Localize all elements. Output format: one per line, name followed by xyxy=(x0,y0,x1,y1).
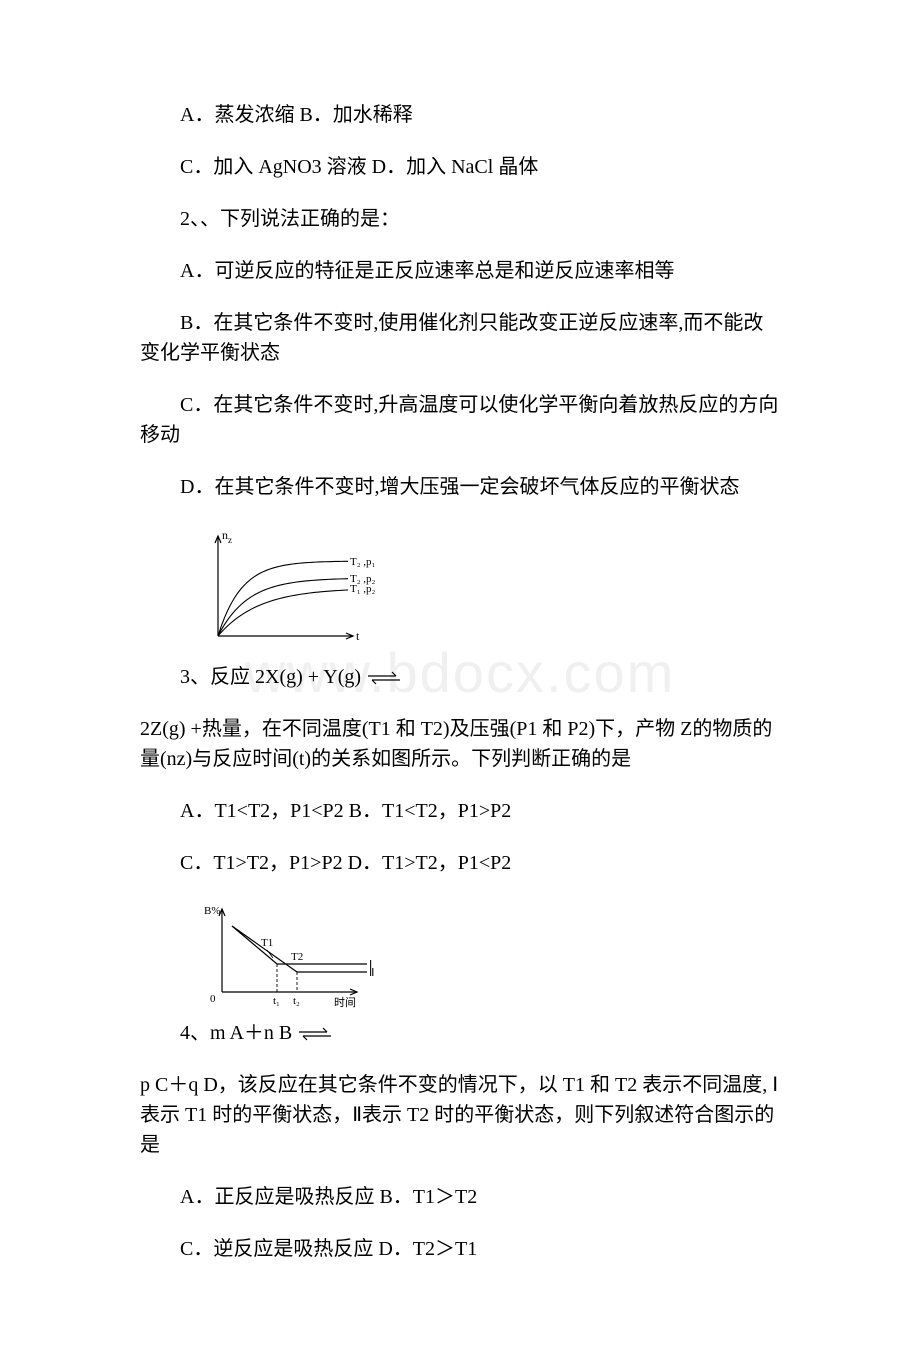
svg-text:Ⅱ: Ⅱ xyxy=(369,967,374,979)
q2-option-b: B．在其它条件不变时,使用催化剂只能改变正逆反应速率,而不能改变化学平衡状态 xyxy=(140,308,780,368)
svg-text:T₁ ,p₂: T₁ ,p₂ xyxy=(350,583,376,595)
q4-option-c: C．逆反应是吸热反应 D．T2＞T1 xyxy=(140,1234,780,1264)
svg-text:时间: 时间 xyxy=(334,996,356,1009)
q4-option-a: A．正反应是吸热反应 B．T1＞T2 xyxy=(140,1182,780,1212)
q4-chart: B%0时间T1ⅠT2Ⅱt₁t₂ xyxy=(200,900,380,1010)
q3-option-a: A．T1<T2，P1<P2 B．T1<T2，P1>P2 xyxy=(140,796,780,826)
document-content: A．蒸发浓缩 B．加水稀释 C．加入 AgNO3 溶液 D．加入 NaCl 晶体… xyxy=(140,100,780,1264)
q3-chart: nztT₂ ,p₁T₂ ,p₂T₁ ,p₂ xyxy=(200,524,390,654)
q4-stem-line1: 4、m A＋n B xyxy=(140,1018,780,1048)
svg-text:nz: nz xyxy=(222,528,232,545)
q2-option-c: C．在其它条件不变时,升高温度可以使化学平衡向着放热反应的方向移动 xyxy=(140,390,780,450)
svg-text:t₂: t₂ xyxy=(293,995,300,1007)
q2-stem: 2、、下列说法正确的是： xyxy=(140,204,780,234)
svg-text:t: t xyxy=(356,629,360,643)
svg-text:T₂ ,p₁: T₂ ,p₁ xyxy=(350,556,376,568)
q4-stem-line2: p C＋q D，该反应在其它条件不变的情况下，以 T1 和 T2 表示不同温度,… xyxy=(140,1070,780,1160)
q4-stem1-text: 4、m A＋n B xyxy=(180,1022,297,1044)
svg-text:B%: B% xyxy=(204,905,221,917)
q3-stem-line1: 3、反应 2X(g) + Y(g) xyxy=(140,662,780,692)
q3-option-c: C．T1>T2，P1>P2 D．T1>T2，P1<P2 xyxy=(140,848,780,878)
equilibrium-arrow-icon xyxy=(366,671,402,685)
svg-text:0: 0 xyxy=(210,993,216,1005)
q1-option-a: A．蒸发浓缩 B．加水稀释 xyxy=(140,100,780,130)
svg-text:T2: T2 xyxy=(291,951,303,963)
q2-option-d: D．在其它条件不变时,增大压强一定会破坏气体反应的平衡状态 xyxy=(140,472,780,502)
q3-stem1-text: 3、反应 2X(g) + Y(g) xyxy=(180,666,366,688)
svg-text:t₁: t₁ xyxy=(273,995,280,1007)
q1-option-c: C．加入 AgNO3 溶液 D．加入 NaCl 晶体 xyxy=(140,152,780,182)
equilibrium-arrow-icon xyxy=(297,1027,333,1041)
q3-stem-line2: 2Z(g) +热量，在不同温度(T1 和 T2)及压强(P1 和 P2)下，产物… xyxy=(140,714,780,774)
q2-option-a: A．可逆反应的特征是正反应速率总是和逆反应速率相等 xyxy=(140,256,780,286)
